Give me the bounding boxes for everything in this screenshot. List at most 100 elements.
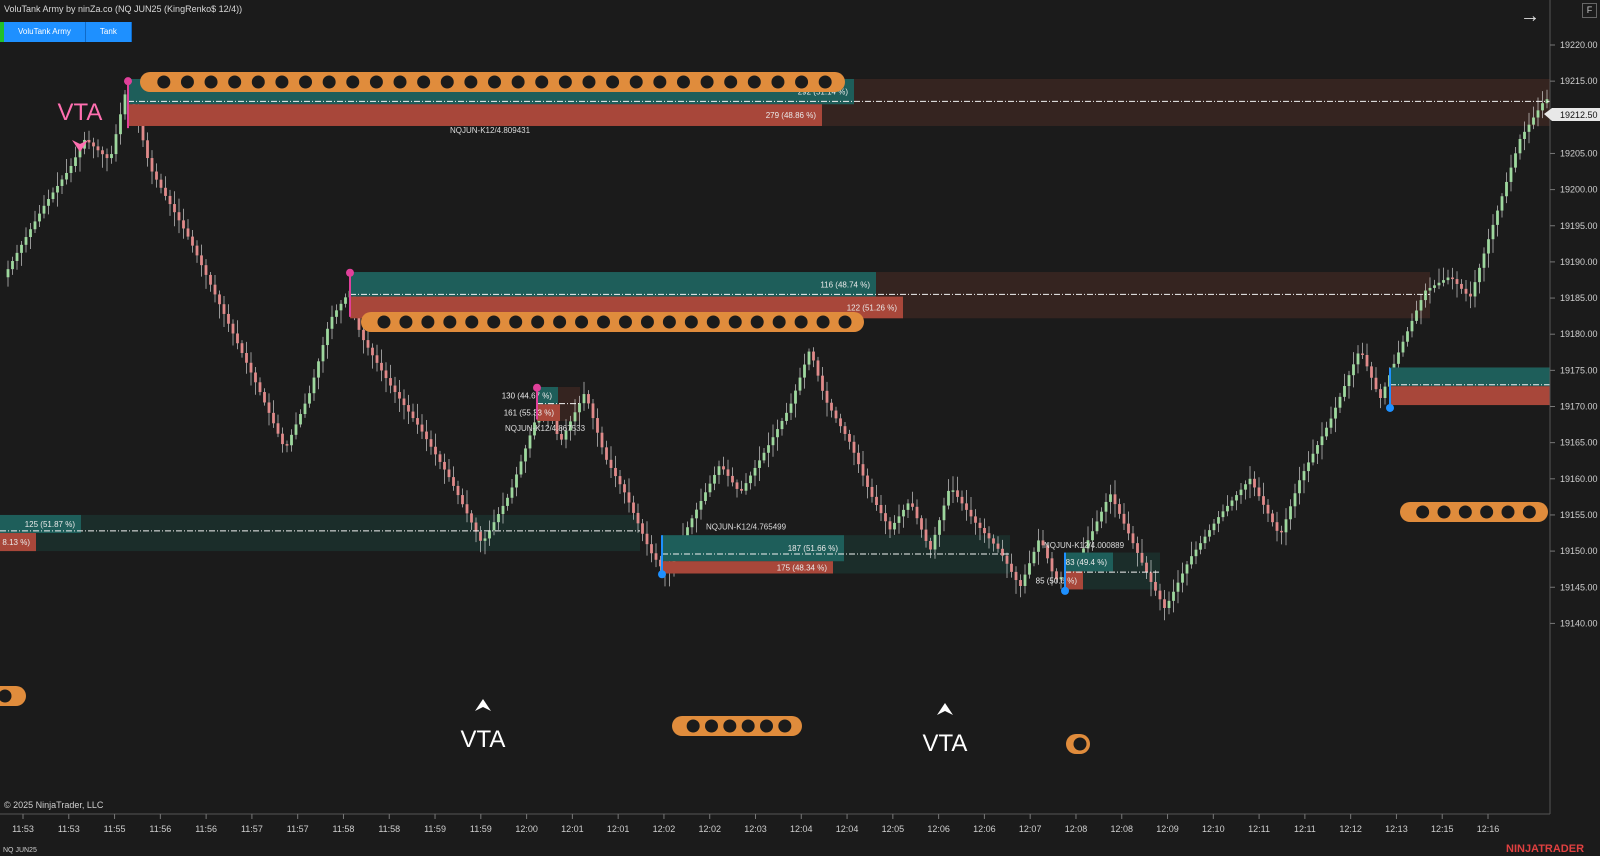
time-label: 12:01 [561, 824, 584, 834]
candle [929, 537, 932, 559]
candle [1415, 300, 1418, 324]
candle [384, 362, 388, 393]
window-title: VoluTank Army by ninZa.co (NQ JUN25 (Kin… [4, 4, 243, 14]
tank-bottom-label: 161 (55.33 %) [504, 409, 555, 418]
candle [735, 479, 739, 498]
tank-bead-strip [361, 312, 864, 332]
candle [1023, 564, 1027, 594]
candle [29, 223, 32, 249]
price-label: 19160.00 [1560, 474, 1598, 484]
time-label: 11:55 [104, 824, 126, 834]
time-axis-labels: 11:53 11:53 11:55 11:56 11:56 11:57 11:57 11:58… [12, 814, 1499, 834]
candle [866, 468, 869, 499]
candle [1217, 511, 1220, 533]
candle [1266, 499, 1270, 522]
candle [204, 259, 208, 289]
candle [1289, 499, 1292, 530]
candle [236, 320, 239, 350]
tank-extensions [0, 78, 1550, 590]
price-label: 19155.00 [1560, 510, 1598, 520]
candle [1176, 570, 1180, 604]
candle [915, 499, 919, 525]
candle [1037, 528, 1040, 565]
candle [1338, 392, 1342, 414]
arrow-right-icon[interactable]: → [1520, 5, 1540, 27]
candle [1010, 553, 1013, 578]
candle [1361, 342, 1364, 359]
candle [726, 459, 730, 487]
candle [294, 412, 298, 440]
candle [1487, 228, 1490, 268]
candle [38, 204, 41, 228]
vta-signal: VTA [923, 703, 967, 757]
candle [785, 402, 788, 425]
candle [470, 510, 473, 530]
candle [1131, 526, 1135, 549]
tank-bottom-box [662, 561, 833, 574]
buy-arrow-icon [475, 699, 491, 711]
candle [1509, 154, 1513, 192]
candle [641, 519, 644, 542]
tank-button[interactable]: Tank [85, 22, 132, 42]
candle [1257, 477, 1261, 501]
candle [573, 399, 577, 436]
candle [1523, 121, 1526, 151]
candle [1014, 566, 1018, 594]
volutank-army-button[interactable]: VoluTank Army [4, 22, 86, 42]
candle [839, 413, 842, 433]
candle [290, 429, 293, 452]
candle [1158, 583, 1162, 611]
candle [375, 344, 379, 372]
candle [605, 440, 608, 465]
candle [1149, 559, 1153, 597]
candle [164, 176, 167, 201]
candle [1122, 503, 1126, 530]
tank-boxes: 292 (51.14 %) 279 (48.86 %) NQJUN-K12/4.80… [0, 72, 1550, 754]
candle [1194, 541, 1198, 565]
candle [303, 393, 307, 418]
candle [1410, 313, 1414, 338]
candle [965, 490, 968, 521]
candle [258, 377, 262, 396]
candle [1491, 214, 1495, 253]
tank-name-label: NQJUN-K12/4.765499 [706, 522, 787, 531]
candle [717, 460, 721, 484]
time-label: 12:04 [790, 824, 813, 834]
candle [744, 473, 748, 495]
candle [888, 517, 892, 539]
candle [533, 409, 536, 440]
tank-top-label: 292 (51.14 %) [798, 88, 849, 97]
candle [371, 343, 374, 369]
time-label: 12:04 [836, 824, 859, 834]
candle [596, 408, 599, 447]
candle [1325, 421, 1328, 440]
candle [195, 240, 199, 263]
candle [488, 520, 491, 546]
candle [1347, 370, 1351, 399]
candle [1307, 451, 1310, 483]
candle [1190, 541, 1193, 569]
candle [249, 352, 253, 386]
price-label: 19215.00 [1560, 76, 1598, 86]
f-button[interactable]: F [1582, 3, 1597, 18]
time-label: 12:03 [744, 824, 767, 834]
candle [1419, 294, 1423, 325]
tank-bottom-box [128, 104, 822, 126]
tank-pin-dot [1386, 403, 1394, 412]
candle [105, 148, 109, 172]
price-label: 19205.00 [1560, 148, 1598, 158]
candle [501, 492, 505, 524]
candle [1428, 277, 1432, 304]
tank-bottom-label: 175 (48.34 %) [777, 563, 828, 572]
price-label: 19200.00 [1560, 185, 1598, 195]
candle [1298, 466, 1301, 505]
price-label: 19170.00 [1560, 402, 1598, 412]
vta-signals: VTA VTA VTA [58, 99, 968, 757]
candle [843, 421, 847, 441]
candle [168, 189, 172, 216]
time-label: 12:02 [653, 824, 676, 834]
candle [1356, 345, 1360, 374]
candle [758, 446, 761, 481]
time-label: 11:56 [149, 824, 171, 834]
